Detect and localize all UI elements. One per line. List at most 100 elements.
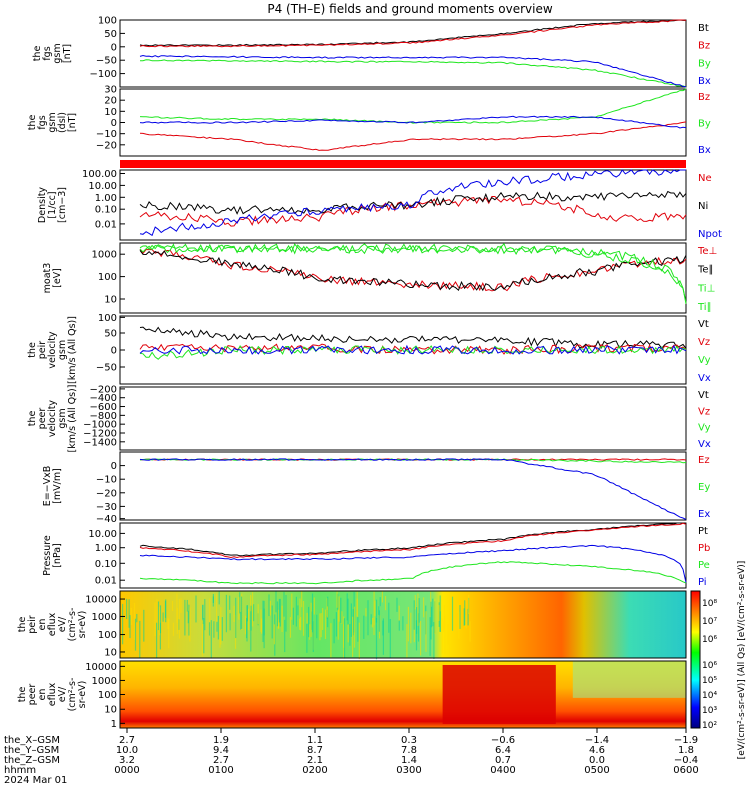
ion-spectrogram-streak: [159, 622, 161, 650]
ion-spectrogram-streak: [373, 617, 375, 635]
series-bx-line: [139, 54, 687, 88]
ion-spectrogram-streak: [168, 618, 170, 649]
y-tick-label: 30: [104, 85, 117, 96]
y-axis-label-line: fgs: [37, 115, 48, 129]
footer-value: −0.6: [491, 735, 515, 746]
colorbar-tick-label: 10⁴: [702, 691, 717, 701]
y-axis-label-line: [1/cc]: [47, 191, 58, 218]
y-axis-label: the peer en eflux eV/(cm²-s-sr-eV): [17, 678, 88, 712]
footer-value: 10.0: [116, 745, 138, 756]
ion-spectrogram-streak: [398, 605, 400, 622]
y-tick-label: −40: [96, 514, 117, 525]
legend-by: By: [698, 58, 711, 69]
y-axis-label-line: [cm−3]: [57, 187, 68, 223]
y-tick-label: 1000: [92, 250, 117, 261]
panel-0: 100 50 0 −50 −100 the fgs gsm [nT] Bt Bz By Bx: [32, 16, 711, 88]
legend-by: By: [698, 119, 711, 130]
y-axis-label-line: eV/: [57, 616, 68, 632]
ion-spectrogram-streak: [306, 612, 308, 624]
panel-frame: [119, 386, 687, 451]
y-tick-label: 0: [111, 461, 117, 472]
footer-row-label: hhmm: [4, 765, 36, 776]
colorbar-tick-label: 10⁵: [702, 676, 717, 686]
y-tick-label: 100: [98, 272, 117, 283]
ion-spectrogram-streak: [302, 600, 305, 636]
y-tick-label: 10.00: [88, 529, 117, 540]
y-tick-label: 0.01: [95, 219, 117, 230]
legend-ne: Ne: [698, 173, 712, 184]
y-axis-label: Density [1/cc] [cm−3]: [37, 187, 68, 223]
ion-spectrogram-streak: [308, 606, 310, 638]
legend-ti⊥: Ti⊥: [697, 283, 715, 294]
footer-value: −1.4: [585, 735, 609, 746]
ion-spectrogram-streak: [297, 605, 299, 616]
ion-spectrogram-streak: [213, 621, 215, 638]
ion-spectrogram-streak: [180, 598, 182, 613]
panel-7: 0 −10 −20 −30−40 E=−VxB [mV/m] Ez Ey Ex: [42, 451, 710, 525]
ion-spectrogram-streak: [221, 617, 223, 641]
ion-spectrogram-streak: [458, 611, 460, 639]
ion-spectrogram-streak: [378, 610, 380, 632]
ion-spectrogram-streak: [398, 620, 400, 631]
panel-6: −200−400−600−800−1000−1200−1400 the peer ve…: [27, 384, 711, 452]
ion-spectrogram-streak: [122, 603, 124, 645]
y-axis-label: moat3 [eV]: [42, 263, 63, 294]
ion-spectrogram-streak: [414, 594, 416, 610]
y-axis-label: the peir en eflux eV/(cm²-s-sr-eV): [17, 608, 88, 642]
y-tick-label: 10: [104, 295, 117, 306]
ion-spectrogram-streak: [447, 624, 449, 645]
ion-spectrogram-streak: [202, 604, 204, 620]
ion-spectrogram-streak: [406, 624, 408, 658]
ion-spectrogram-streak: [229, 595, 231, 610]
y-axis-label-line: [nT]: [62, 44, 73, 63]
ion-spectrogram-streak: [253, 604, 255, 622]
y-axis-label-line: peir: [27, 615, 38, 634]
series-by-line: [140, 59, 687, 88]
ion-spectrogram-streak: [219, 618, 221, 648]
ion-spectrogram-streak: [375, 617, 378, 660]
ion-spectrogram-streak: [279, 598, 281, 627]
ion-spectrogram-streak: [326, 606, 328, 618]
ion-spectrogram-streak: [356, 591, 358, 618]
y-axis-label-line: gsm: [47, 112, 58, 132]
footer-value: 1.9: [213, 735, 229, 746]
ion-spectrogram-streak: [353, 606, 356, 648]
legend-vz: Vz: [698, 337, 710, 348]
y-tick-label: −1200: [83, 428, 117, 439]
ion-spectrogram-streak: [432, 598, 434, 627]
ion-spectrogram-streak: [415, 620, 418, 651]
ion-spectrogram-streak: [246, 605, 248, 622]
footer-value: 1.4: [401, 755, 417, 766]
y-axis-label-line: (cm²-s-: [67, 678, 78, 712]
y-tick-label: −1000: [83, 420, 117, 431]
ion-spectrogram-streak: [313, 597, 315, 615]
y-axis-label-line: (dsl): [57, 112, 68, 133]
ion-spectrogram-streak: [216, 593, 218, 623]
footer-value: 2.7: [213, 755, 229, 766]
ion-spectrogram-streak: [195, 595, 197, 623]
ion-spectrogram-streak: [172, 622, 174, 636]
ion-spectrogram-streak: [156, 622, 158, 659]
y-tick-label: 1000: [92, 612, 117, 623]
y-tick-label: −1400: [83, 437, 117, 448]
ion-spectrogram-streak: [263, 608, 265, 649]
series-pb-line: [139, 522, 687, 559]
y-axis-label-line: [km/s (All Qs)]: [67, 385, 78, 453]
ion-spectrogram-streak: [187, 610, 189, 624]
y-axis-label: the fgs gsm [nT]: [32, 43, 73, 63]
ion-spectrogram-streak: [136, 613, 138, 623]
ion-spectrogram-streak: [434, 598, 436, 634]
legend-pb: Pb: [698, 543, 710, 554]
ion-spectrogram-streak: [381, 591, 383, 603]
colorbar-tick-label: 10³: [702, 706, 717, 716]
ion-spectrogram-streak: [423, 597, 425, 618]
ion-spectrogram-streak: [357, 617, 359, 642]
y-tick-label: 10000: [85, 595, 117, 606]
footer-value: 0500: [584, 765, 609, 776]
y-tick-label: 0: [111, 118, 117, 129]
ion-spectrogram-streak: [240, 611, 242, 630]
ion-spectrogram-streak: [468, 594, 470, 614]
y-tick-label: 50: [104, 29, 117, 40]
y-axis-label-line: peer: [37, 408, 48, 430]
